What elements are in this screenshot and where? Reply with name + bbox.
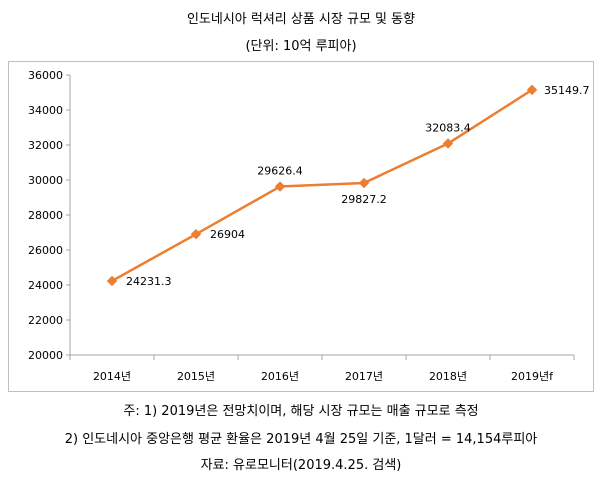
x-tick-label: 2019년f xyxy=(511,370,554,383)
chart-title: 인도네시아 럭셔리 상품 시장 규모 및 동향 xyxy=(186,12,416,27)
x-tick-label: 2018년 xyxy=(429,370,467,383)
line-chart: 20000 22000 24000 26000 28000 30000 32000 34000… xyxy=(28,69,590,383)
y-tick-label: 30000 xyxy=(28,174,63,187)
y-tick-label: 20000 xyxy=(28,349,63,362)
y-tick-label: 22000 xyxy=(28,314,63,327)
y-tick-label: 26000 xyxy=(28,244,63,257)
chart-frame: 20000 22000 24000 26000 28000 30000 32000 34000… xyxy=(8,61,594,392)
x-tick-label: 2016년 xyxy=(261,370,299,383)
data-point xyxy=(274,181,286,192)
data-label: 32083.4 xyxy=(425,122,471,135)
data-label: 35149.7 xyxy=(544,84,590,97)
data-label: 29626.4 xyxy=(257,165,303,178)
y-tick-label: 28000 xyxy=(28,209,63,222)
data-point xyxy=(106,275,118,287)
data-label: 24231.3 xyxy=(126,275,172,288)
y-tick-label: 24000 xyxy=(28,279,63,292)
data-point xyxy=(442,138,454,149)
y-tick-label: 36000 xyxy=(28,69,63,82)
data-point xyxy=(190,228,202,240)
data-point xyxy=(526,84,538,96)
source-note: 자료: 유로모니터(2019.4.25. 검색) xyxy=(200,458,402,473)
footnote-1: 주: 1) 2019년은 전망치이며, 해당 시장 규모는 매출 규모로 측정 xyxy=(123,404,479,419)
series-line xyxy=(111,88,533,283)
data-point xyxy=(358,177,370,189)
x-tick-label: 2015년 xyxy=(177,370,215,383)
y-tick-label: 32000 xyxy=(28,139,63,152)
data-label: 26904 xyxy=(210,228,245,241)
x-tick-label: 2014년 xyxy=(93,370,131,383)
y-tick-label: 34000 xyxy=(28,104,63,117)
footnote-2: 2) 인도네시아 중앙은행 평균 환율은 2019년 4월 25일 기준, 1달… xyxy=(64,432,538,447)
chart-subtitle: (단위: 10억 루피아) xyxy=(245,39,357,54)
x-tick-label: 2017년 xyxy=(345,370,383,383)
data-label: 29827.2 xyxy=(341,193,387,206)
